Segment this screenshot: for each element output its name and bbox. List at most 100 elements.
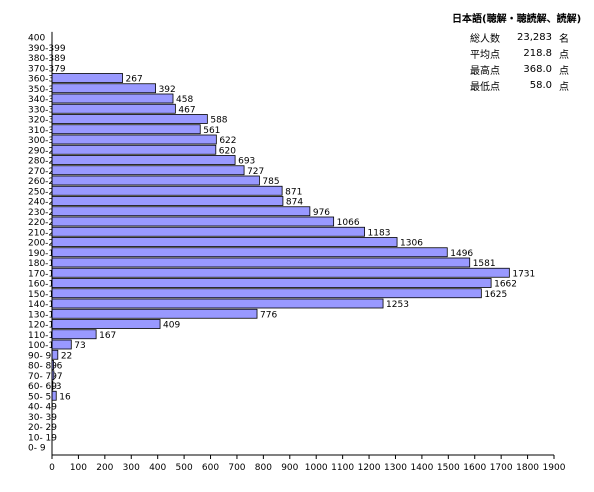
value-label: 1496 — [450, 249, 473, 259]
category-label: 20- 29 — [28, 423, 57, 433]
category-label: 60- 69 — [28, 382, 57, 392]
category-label: 300-309 — [28, 136, 66, 146]
bar — [51, 278, 492, 288]
x-tick-label: 600 — [202, 463, 219, 473]
category-label: 150-159 — [28, 290, 66, 300]
bar — [51, 216, 335, 227]
bar — [51, 349, 59, 360]
category-label: 320-329 — [28, 116, 66, 126]
value-label: 871 — [285, 187, 302, 197]
x-tick-label: 1500 — [437, 463, 460, 473]
value-label: 874 — [286, 198, 303, 208]
value-label: 1581 — [473, 259, 496, 269]
bar — [51, 390, 57, 401]
category-label: 200-209 — [28, 239, 66, 249]
value-label: 785 — [262, 177, 279, 187]
bar — [51, 226, 365, 237]
category-label: 130-139 — [28, 310, 66, 320]
x-tick-label: 100 — [70, 463, 87, 473]
category-label: 310-319 — [28, 126, 66, 136]
category-label: 330-339 — [28, 105, 66, 115]
category-label: 190-199 — [28, 249, 66, 259]
value-label: 1183 — [368, 228, 391, 238]
category-label: 50- 59 — [28, 392, 57, 402]
category-label: 240-249 — [28, 198, 66, 208]
bar — [51, 124, 201, 135]
bar — [51, 165, 245, 176]
value-label: 392 — [159, 85, 176, 95]
category-label: 230-239 — [28, 208, 66, 218]
category-label: 170-179 — [28, 269, 66, 279]
x-tick-label: 500 — [176, 463, 193, 473]
category-label: 360-369 — [28, 75, 66, 85]
stat-label: 総人数 — [470, 33, 500, 45]
statistics-title: 日本語(聴解・聴読解、読解) — [452, 14, 582, 25]
stat-unit: 名 — [559, 33, 569, 45]
bar — [51, 288, 482, 299]
x-tick-label: 1300 — [384, 463, 407, 473]
category-label: 110-119 — [28, 331, 66, 341]
stat-row-average: 平均点 218.8 点 — [452, 45, 588, 61]
value-label: 693 — [238, 157, 255, 167]
value-label: 16 — [59, 392, 71, 402]
x-tick-label: 800 — [255, 463, 272, 473]
value-labels: 2673924584675885616226206937277858718749… — [56, 75, 535, 403]
category-label: 210-219 — [28, 228, 66, 238]
statistics-panel: 日本語(聴解・聴読解、読解) 総人数 23,283 名 平均点 218.8 点 … — [452, 10, 588, 93]
value-label: 561 — [203, 126, 220, 136]
value-label: 1625 — [484, 290, 507, 300]
category-label: 260-269 — [28, 177, 66, 187]
bar — [51, 298, 384, 309]
category-label: 280-289 — [28, 157, 66, 167]
category-label: 180-189 — [28, 259, 66, 269]
stat-row-max: 最高点 368.0 点 — [452, 61, 588, 77]
value-label: 1306 — [400, 239, 423, 249]
bar — [51, 319, 161, 329]
bar — [51, 206, 311, 217]
value-label: 409 — [163, 321, 180, 331]
stat-label: 最高点 — [470, 65, 500, 77]
x-tick-label: 900 — [281, 463, 298, 473]
bar — [51, 257, 471, 268]
bar — [51, 185, 283, 196]
stat-value: 368.0 — [523, 63, 552, 75]
category-label: 40- 49 — [28, 403, 57, 413]
value-label: 1731 — [512, 269, 535, 279]
category-label: 80- 89 — [28, 362, 57, 372]
category-label: 120-129 — [28, 321, 66, 331]
category-label: 10- 19 — [28, 433, 57, 443]
category-label: 370-379 — [28, 64, 66, 74]
stat-row-min: 最低点 58.0 点 — [452, 77, 588, 93]
category-label: 340-349 — [28, 95, 66, 105]
category-labels: 400390-399380-389370-379360-369350-35934… — [28, 34, 66, 454]
bar — [51, 83, 156, 94]
value-label: 3 — [56, 382, 62, 392]
value-label: 1066 — [337, 218, 360, 228]
value-label: 776 — [260, 310, 277, 320]
x-axis: 0 100 200 300 400 500 600 700 800 900 1000 1100 1200… — [49, 31, 566, 473]
stat-label: 平均点 — [470, 49, 500, 61]
value-label: 620 — [219, 146, 236, 156]
stat-label: 最低点 — [470, 81, 500, 93]
category-label: 220-229 — [28, 218, 66, 228]
value-label: 167 — [99, 331, 116, 341]
category-label: 30- 39 — [28, 413, 57, 423]
bar — [51, 73, 123, 83]
category-label: 380-389 — [28, 54, 66, 64]
value-label: 22 — [61, 351, 72, 361]
x-tick-label: 1700 — [490, 463, 513, 473]
category-label: 90- 99 — [28, 351, 57, 361]
stat-row-total: 総人数 23,283 名 — [452, 29, 588, 45]
x-tick-label: 1100 — [331, 463, 354, 473]
category-label: 0- 9 — [28, 444, 46, 454]
value-label: 622 — [219, 136, 236, 146]
x-tick-label: 700 — [228, 463, 245, 473]
value-label: 1662 — [494, 280, 517, 290]
bar — [51, 144, 217, 155]
bar — [51, 329, 97, 340]
value-label: 6 — [57, 362, 63, 372]
category-label: 270-279 — [28, 167, 66, 177]
stat-value: 218.8 — [523, 47, 552, 59]
x-tick-label: 1200 — [358, 463, 381, 473]
